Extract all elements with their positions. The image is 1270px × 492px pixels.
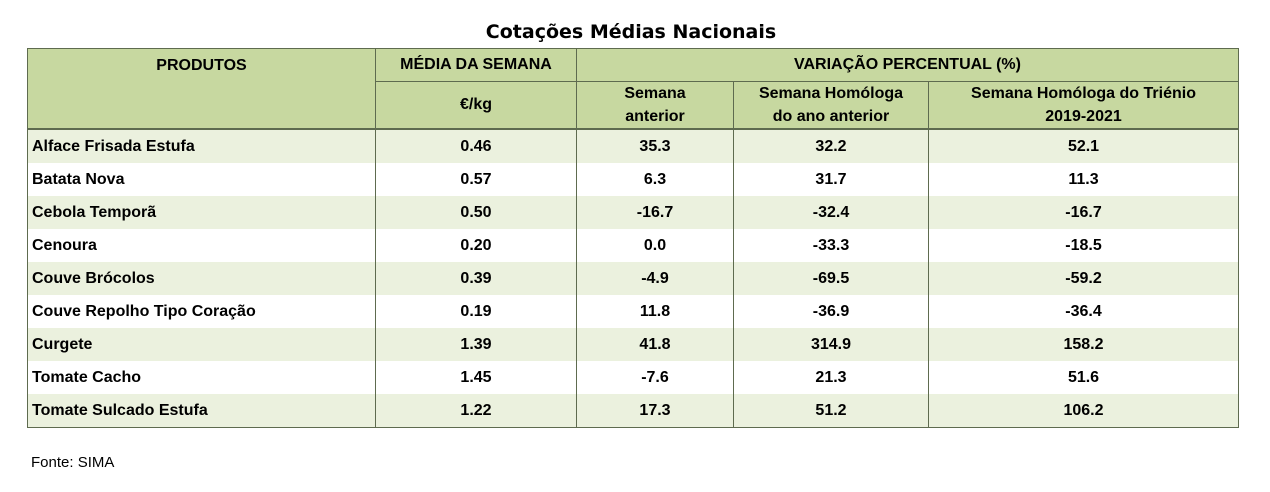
cell-media: 0.39: [375, 262, 577, 295]
cell-homologa: 51.2: [733, 394, 929, 428]
header-semana-anterior: Semana anterior: [576, 81, 734, 130]
cell-produto: Couve Repolho Tipo Coração: [27, 295, 376, 328]
source-note: Fonte: SIMA: [31, 454, 115, 471]
cell-anterior: 41.8: [576, 328, 734, 361]
header-semana-homologa-line2: do ano anterior: [772, 108, 890, 125]
cell-trienio: 106.2: [927, 394, 1240, 428]
cell-produto: Cebola Temporã: [27, 196, 376, 229]
table-title: Cotações Médias Nacionais: [485, 21, 777, 43]
cell-media: 1.22: [375, 394, 577, 428]
cell-produto: Alface Frisada Estufa: [27, 128, 376, 163]
header-semana-homologa-line1: Semana Homóloga: [758, 85, 904, 102]
cell-media: 1.45: [375, 361, 577, 394]
header-semana-homologa: Semana Homóloga do ano anterior: [733, 81, 929, 130]
cell-homologa: -32.4: [733, 196, 929, 229]
cell-produto: Cenoura: [27, 229, 376, 262]
table-row: Tomate Sulcado Estufa 1.22 17.3 51.2 106…: [27, 394, 1240, 428]
cell-produto: Couve Brócolos: [27, 262, 376, 295]
header-unit: €/kg: [375, 81, 577, 130]
price-table: PRODUTOS MÉDIA DA SEMANA VARIAÇÃO PERCEN…: [27, 48, 1240, 428]
cell-anterior: -7.6: [576, 361, 734, 394]
cell-trienio: 52.1: [927, 128, 1240, 163]
cell-media: 0.46: [375, 128, 577, 163]
table-row: Cenoura 0.20 0.0 -33.3 -18.5: [27, 229, 1240, 262]
cell-homologa: -33.3: [733, 229, 929, 262]
cell-produto: Tomate Sulcado Estufa: [27, 394, 376, 428]
cell-trienio: -16.7: [927, 196, 1240, 229]
cell-homologa: 21.3: [733, 361, 929, 394]
table-row: Alface Frisada Estufa 0.46 35.3 32.2 52.…: [27, 128, 1240, 163]
cell-homologa: 32.2: [733, 128, 929, 163]
header-trienio-line2: 2019-2021: [1045, 108, 1122, 125]
header-semana-anterior-line2: anterior: [625, 108, 685, 125]
cell-anterior: -4.9: [576, 262, 734, 295]
cell-trienio: 51.6: [927, 361, 1240, 394]
cell-homologa: -36.9: [733, 295, 929, 328]
cell-produto: Batata Nova: [27, 163, 376, 196]
cell-anterior: -16.7: [576, 196, 734, 229]
cell-homologa: 31.7: [733, 163, 929, 196]
cell-anterior: 0.0: [576, 229, 734, 262]
cell-homologa: 314.9: [733, 328, 929, 361]
cell-anterior: 17.3: [576, 394, 734, 428]
cell-trienio: -18.5: [927, 229, 1240, 262]
cell-media: 0.19: [375, 295, 577, 328]
table-row: Curgete 1.39 41.8 314.9 158.2: [27, 328, 1240, 361]
cell-media: 0.57: [375, 163, 577, 196]
header-trienio-line1: Semana Homóloga do Triénio: [971, 85, 1196, 102]
header-produtos: PRODUTOS: [27, 48, 376, 130]
cell-produto: Tomate Cacho: [27, 361, 376, 394]
cell-trienio: -36.4: [927, 295, 1240, 328]
table-row: Couve Brócolos 0.39 -4.9 -69.5 -59.2: [27, 262, 1240, 295]
cell-anterior: 11.8: [576, 295, 734, 328]
table-row: Cebola Temporã 0.50 -16.7 -32.4 -16.7: [27, 196, 1240, 229]
cell-anterior: 35.3: [576, 128, 734, 163]
cell-homologa: -69.5: [733, 262, 929, 295]
table-row: Batata Nova 0.57 6.3 31.7 11.3: [27, 163, 1240, 196]
cell-trienio: 158.2: [927, 328, 1240, 361]
cell-produto: Curgete: [27, 328, 376, 361]
cell-media: 0.50: [375, 196, 577, 229]
table-row: Couve Repolho Tipo Coração 0.19 11.8 -36…: [27, 295, 1240, 328]
cell-anterior: 6.3: [576, 163, 734, 196]
cell-media: 1.39: [375, 328, 577, 361]
header-variacao-percentual: VARIAÇÃO PERCENTUAL (%): [575, 48, 1240, 82]
cell-media: 0.20: [375, 229, 577, 262]
cell-trienio: 11.3: [927, 163, 1240, 196]
table-row: Tomate Cacho 1.45 -7.6 21.3 51.6: [27, 361, 1240, 394]
header-semana-anterior-line1: Semana: [624, 85, 686, 102]
cell-trienio: -59.2: [927, 262, 1240, 295]
header-trienio: Semana Homóloga do Triénio 2019-2021: [927, 81, 1240, 130]
header-media-semana: MÉDIA DA SEMANA: [375, 48, 577, 82]
